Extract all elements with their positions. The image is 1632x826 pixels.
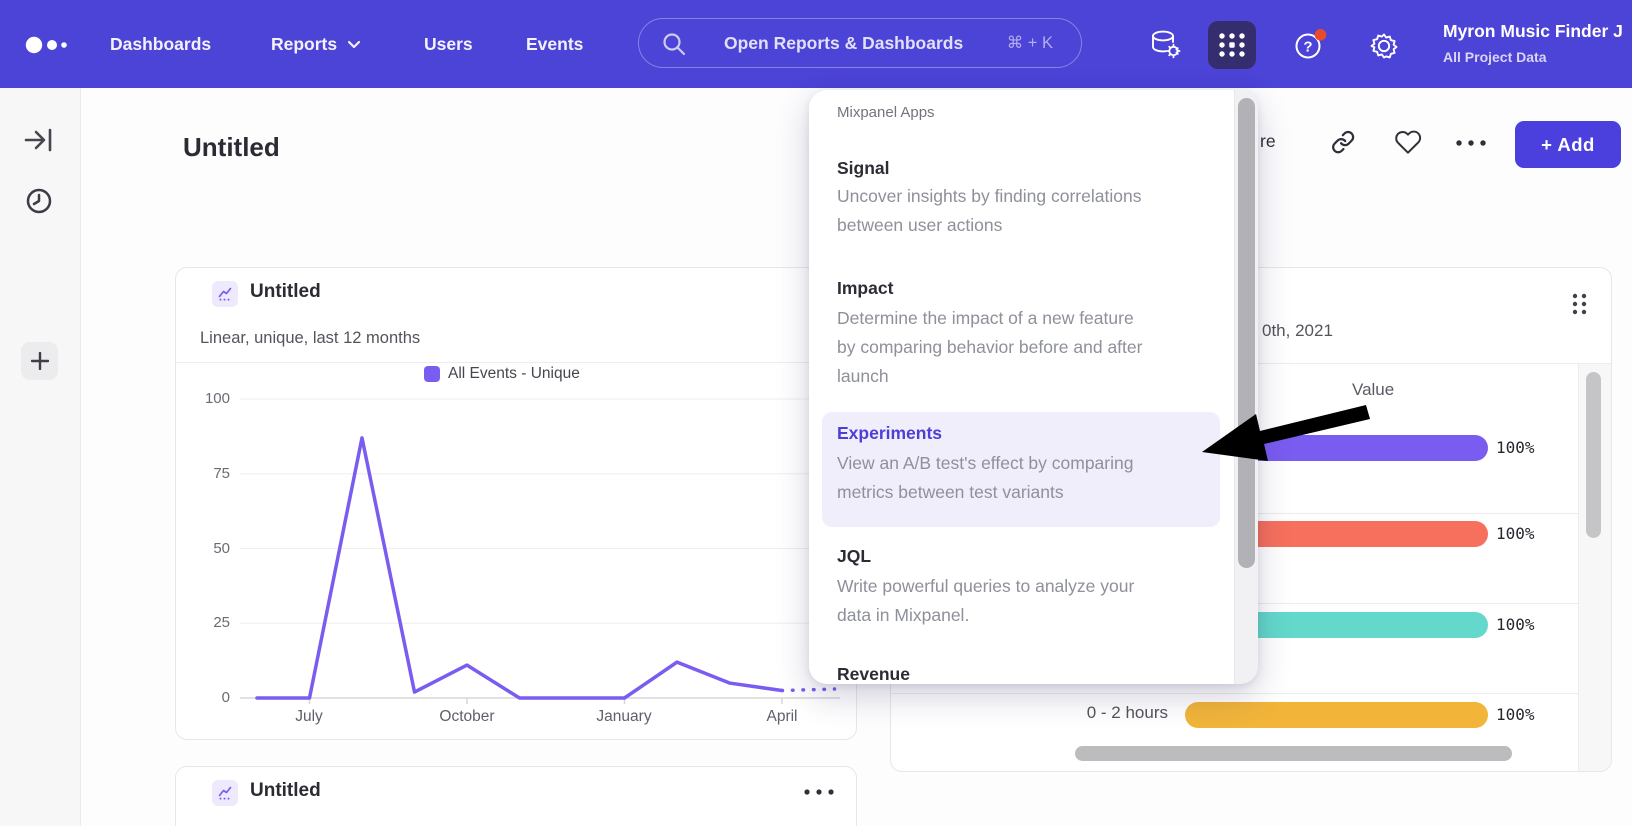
- value-column-header: Value: [1352, 380, 1395, 399]
- menu-item-description: launch: [837, 366, 889, 386]
- y-axis-tick-label: 0: [221, 689, 230, 706]
- add-report-button[interactable]: [21, 342, 58, 380]
- date-range-fragment: 0th, 2021: [1262, 321, 1333, 340]
- more-options-icon[interactable]: [800, 787, 838, 797]
- table-horizontal-scrollbar[interactable]: [1075, 746, 1512, 761]
- line-chart-icon: [218, 786, 232, 800]
- global-search-input[interactable]: Open Reports & Dashboards ⌘ + K: [638, 18, 1082, 68]
- top-navbar: Dashboards Reports Users Events Open Rep…: [0, 0, 1632, 88]
- menu-item-revenue[interactable]: Revenue: [837, 664, 910, 684]
- y-axis-tick-label: 100: [204, 390, 230, 407]
- nav-item-events[interactable]: Events: [526, 0, 583, 88]
- notification-dot: [1314, 29, 1327, 41]
- line-chart-icon: [218, 287, 232, 301]
- menu-item-description: Write powerful queries to analyze your: [837, 576, 1135, 596]
- nav-item-dashboards[interactable]: Dashboards: [110, 0, 211, 88]
- favorite-heart-icon[interactable]: [1394, 128, 1424, 156]
- add-button-label: + Add: [1541, 133, 1595, 155]
- x-axis-tick-label: October: [439, 708, 495, 725]
- line-chart-plot: [240, 398, 840, 704]
- legend-label[interactable]: All Events - Unique: [448, 365, 580, 382]
- copy-link-icon[interactable]: [1330, 129, 1358, 157]
- menu-item-experiments-highlight[interactable]: [822, 412, 1220, 527]
- more-options-icon[interactable]: [1452, 138, 1490, 148]
- menu-section-header: Mixpanel Apps: [837, 104, 935, 121]
- page-title: Untitled: [183, 132, 280, 162]
- plus-icon: [30, 352, 49, 370]
- menu-item-experiments[interactable]: Experiments: [837, 423, 943, 443]
- mixpanel-logo-icon[interactable]: [24, 33, 72, 57]
- menu-item-description: Uncover insights by finding correlations: [837, 186, 1142, 206]
- search-placeholder: Open Reports & Dashboards: [724, 32, 964, 53]
- search-shortcut-hint: ⌘ + K: [1006, 34, 1053, 52]
- y-axis-tick-label: 50: [213, 540, 230, 557]
- menu-item-impact[interactable]: Impact: [837, 278, 894, 298]
- x-axis-tick-label: April: [766, 708, 798, 725]
- history-clock-icon[interactable]: [24, 186, 54, 216]
- settings-gear-icon[interactable]: [1367, 29, 1401, 63]
- menu-item-signal[interactable]: Signal: [837, 158, 890, 178]
- help-icon[interactable]: ?: [1292, 29, 1332, 63]
- menu-item-jql[interactable]: JQL: [837, 546, 872, 566]
- project-name[interactable]: All Project Data: [1443, 49, 1547, 65]
- x-axis-tick-label: January: [596, 708, 652, 725]
- table-vertical-scrollbar[interactable]: [1586, 372, 1601, 538]
- second-chart-card: [175, 766, 857, 826]
- chevron-down-icon: [348, 40, 361, 48]
- menu-item-description: by comparing behavior before and after: [837, 337, 1143, 357]
- data-management-icon[interactable]: [1147, 27, 1185, 65]
- bar-value-label: 100%: [1496, 615, 1535, 634]
- chart-card-title[interactable]: Untitled: [250, 780, 321, 801]
- report-type-icon: [212, 281, 238, 307]
- menu-item-description: data in Mixpanel.: [837, 605, 970, 625]
- y-axis-tick-label: 25: [213, 614, 230, 631]
- table-row-label: 0 - 2 hours: [1086, 703, 1168, 722]
- bar-value-label: 100%: [1496, 438, 1535, 457]
- table-row-divider: [891, 693, 1578, 694]
- expand-sidebar-icon[interactable]: [24, 126, 56, 154]
- nav-item-reports[interactable]: Reports: [271, 0, 361, 88]
- chart-card-title[interactable]: Untitled: [250, 281, 321, 302]
- card-divider: [176, 362, 856, 363]
- mixpanel-apps-menu: Mixpanel Apps Signal Uncover insights by…: [809, 90, 1258, 684]
- legend-swatch: [424, 366, 440, 382]
- menu-item-description: View an A/B test's effect by comparing: [837, 453, 1134, 473]
- x-axis-tick-label: July: [295, 708, 323, 725]
- apps-grid-button[interactable]: [1208, 21, 1256, 69]
- y-axis-tick-label: 75: [213, 465, 230, 482]
- menu-item-description: between user actions: [837, 215, 1003, 235]
- share-button-label-fragment[interactable]: re: [1260, 131, 1276, 151]
- menu-item-description: Determine the impact of a new feature: [837, 308, 1134, 328]
- bar-value-label: 100%: [1496, 524, 1535, 543]
- user-name[interactable]: Myron Music Finder J: [1443, 21, 1623, 41]
- nav-label: Reports: [271, 33, 338, 54]
- chart-card-subtitle: Linear, unique, last 12 months: [200, 329, 421, 347]
- line-chart-card: [175, 267, 857, 740]
- svg-text:?: ?: [1303, 39, 1312, 56]
- search-icon: [663, 33, 686, 56]
- bar-value-label: 100%: [1496, 705, 1535, 724]
- report-type-icon: [212, 780, 238, 806]
- nav-item-users[interactable]: Users: [424, 0, 473, 88]
- add-button[interactable]: + Add: [1515, 121, 1621, 168]
- menu-item-description: metrics between test variants: [837, 482, 1064, 502]
- drag-handle-icon[interactable]: [1568, 292, 1592, 316]
- nav-label: Events: [526, 33, 584, 54]
- left-sidebar: [0, 88, 81, 826]
- table-bar-yellow: [1185, 702, 1488, 728]
- nav-label: Users: [424, 33, 473, 54]
- nav-label: Dashboards: [110, 33, 212, 54]
- menu-scrollbar-thumb[interactable]: [1238, 98, 1255, 568]
- apps-grid-icon: [1219, 33, 1245, 57]
